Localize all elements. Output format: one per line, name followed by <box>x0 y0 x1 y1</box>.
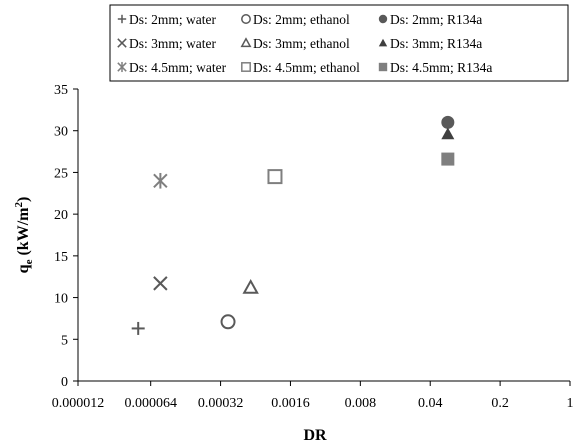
legend-item: Ds: 3mm; ethanol <box>240 36 350 51</box>
x-tick-label: 0.008 <box>345 396 377 411</box>
data-point <box>153 276 168 291</box>
data-point <box>441 152 455 166</box>
x-tick-label: 0.000012 <box>52 396 105 411</box>
x-tick-label: 0.0016 <box>271 396 310 411</box>
legend-marker <box>241 62 251 72</box>
legend-label: Ds: 4.5mm; water <box>129 60 227 75</box>
y-tick-label: 15 <box>54 250 68 265</box>
legend-item: Ds: 3mm; R134a <box>378 36 482 51</box>
legend-item: Ds: 3mm; water <box>117 36 216 51</box>
x-tick-label: 0.04 <box>418 396 443 411</box>
legend-marker <box>241 14 251 24</box>
y-ticks: 0 5 10 15 20 25 30 35 <box>54 83 78 390</box>
y-tick-label: 35 <box>54 83 68 98</box>
y-axis-title-superscript: 2 <box>13 202 25 208</box>
legend-label: Ds: 2mm; water <box>129 12 216 27</box>
y-axis-title-subscript: e <box>23 259 35 264</box>
legend-item: Ds: 4.5mm; ethanol <box>241 60 360 75</box>
x-tick-label: 1 <box>567 396 574 411</box>
legend-label: Ds: 3mm; water <box>129 36 216 51</box>
data-point <box>220 314 236 330</box>
legend-label: Ds: 3mm; R134a <box>390 36 482 51</box>
x-tick-label: 0.000064 <box>124 396 177 411</box>
y-axis-title-unit-close: ) <box>15 197 32 202</box>
legend-label: Ds: 2mm; ethanol <box>253 12 350 27</box>
legend-box <box>109 4 569 82</box>
legend-marker <box>117 38 127 48</box>
legend-label: Ds: 4.5mm; R134a <box>390 60 492 75</box>
y-axis-title-main: q <box>15 264 32 273</box>
data-point <box>242 279 259 294</box>
data-point <box>153 172 168 189</box>
y-axis-title-unit: (kW/m <box>15 207 32 260</box>
legend-marker <box>117 61 127 73</box>
x-ticks: 0.000012 0.000064 0.00032 0.0016 0.008 0.04 0.… <box>52 381 574 411</box>
legend-item: Ds: 2mm; ethanol <box>241 12 350 27</box>
x-tick-label: 0.00032 <box>198 396 244 411</box>
legend-item: Ds: 4.5mm; water <box>117 60 227 75</box>
y-tick-label: 30 <box>54 125 68 140</box>
y-tick-label: 20 <box>54 208 68 223</box>
x-axis-title: DR <box>303 427 327 444</box>
legend-item: Ds: 4.5mm; R134a <box>378 60 492 75</box>
y-tick-label: 0 <box>61 375 68 390</box>
legend-item: Ds: 2mm; R134a <box>378 12 482 27</box>
legend: Ds: 2mm; water Ds: 2mm; ethanol Ds: 2mm; R… <box>117 12 492 75</box>
x-tick-label: 0.2 <box>491 396 509 411</box>
data-point <box>441 127 455 140</box>
legend-label: Ds: 2mm; R134a <box>390 12 482 27</box>
legend-label: Ds: 3mm; ethanol <box>253 36 350 51</box>
legend-item: Ds: 2mm; water <box>117 12 216 27</box>
data-point <box>131 321 145 335</box>
legend-label: Ds: 4.5mm; ethanol <box>253 60 360 75</box>
legend-marker <box>378 38 388 47</box>
y-tick-label: 25 <box>54 166 68 181</box>
legend-marker <box>378 62 388 72</box>
y-tick-label: 10 <box>54 292 68 307</box>
data-point <box>267 169 283 185</box>
data-point <box>441 115 455 129</box>
legend-marker <box>240 37 252 48</box>
legend-marker <box>378 14 388 24</box>
legend-marker <box>117 14 127 24</box>
y-axis-title: qe (kW/m2) <box>13 197 35 274</box>
data-points <box>131 115 455 335</box>
y-tick-label: 5 <box>61 333 68 348</box>
